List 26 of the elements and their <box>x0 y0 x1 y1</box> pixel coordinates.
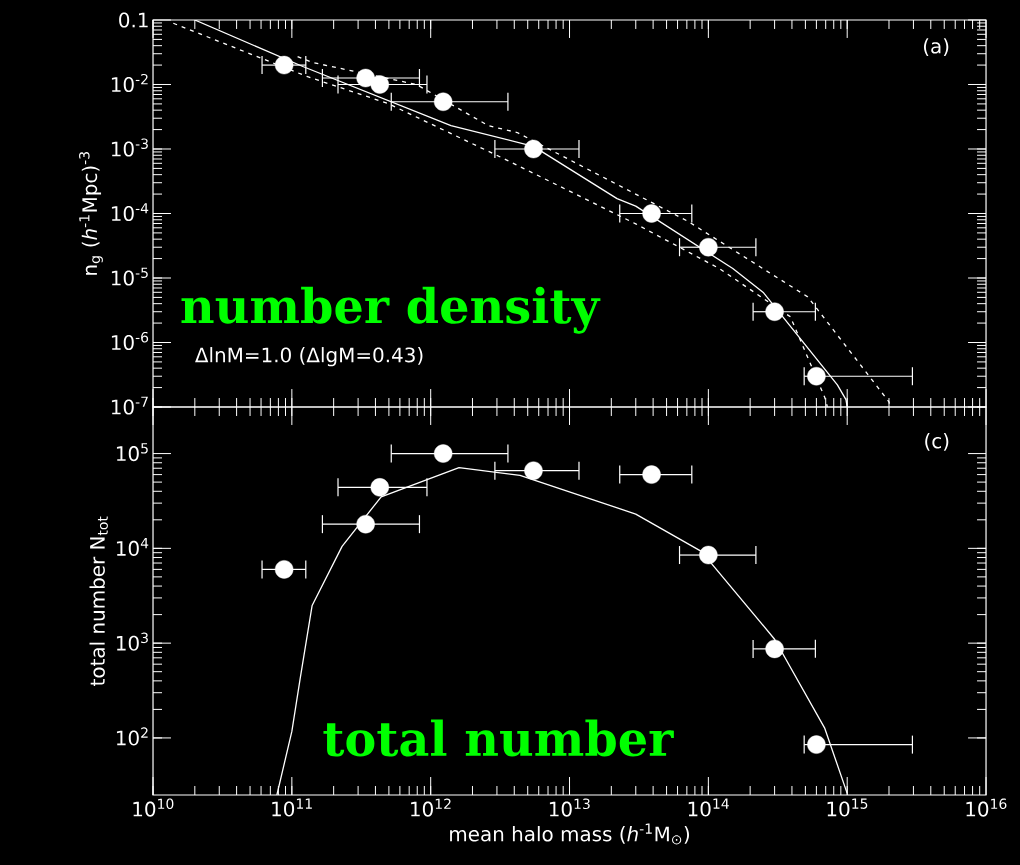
y-tick-label: 10$^{5}$ <box>116 443 148 462</box>
annotation: (a) <box>923 38 949 56</box>
y-tick-label: 10$^{-7}$ <box>111 396 148 415</box>
y-axis-title: total number N$_{tot}$ <box>89 516 108 686</box>
y-tick-label: 10$^{-2}$ <box>111 73 148 93</box>
y-tick-label: 10$^{3}$ <box>116 632 148 651</box>
y-tick-label: 10$^{-3}$ <box>111 138 148 157</box>
annotation: total number <box>323 719 674 757</box>
annotation: ΔlnM=1.0 (ΔlgM=0.43) <box>195 347 423 367</box>
annotation: number density <box>181 286 601 334</box>
x-axis-title: mean halo mass (h$^{-1}$M$_{⊙}$) <box>450 823 690 845</box>
x-tick-label: 10$^{12}$ <box>411 798 451 817</box>
y-axis-title: n$_{g}$ (h$^{-1}$Mpc)$^{-3}$ <box>79 152 103 275</box>
y-tick-label: 10$^{-6}$ <box>111 331 149 351</box>
y-tick-label: 10$^{2}$ <box>116 727 148 746</box>
x-tick-label: 10$^{15}$ <box>827 798 868 817</box>
y-tick-label: 10$^{-5}$ <box>111 267 148 286</box>
y-tick-label: 10$^{4}$ <box>116 537 149 556</box>
x-tick-label: 10$^{13}$ <box>549 798 590 817</box>
y-tick-label: 0.1 <box>119 12 148 28</box>
y-tick-label: 10$^{-4}$ <box>111 203 149 222</box>
x-tick-label: 10$^{16}$ <box>966 798 1007 817</box>
annotation: (c) <box>925 433 949 451</box>
x-tick-label: 10$^{11}$ <box>272 798 312 817</box>
x-tick-label: 10$^{10}$ <box>133 798 174 817</box>
x-tick-label: 10$^{14}$ <box>688 798 729 817</box>
